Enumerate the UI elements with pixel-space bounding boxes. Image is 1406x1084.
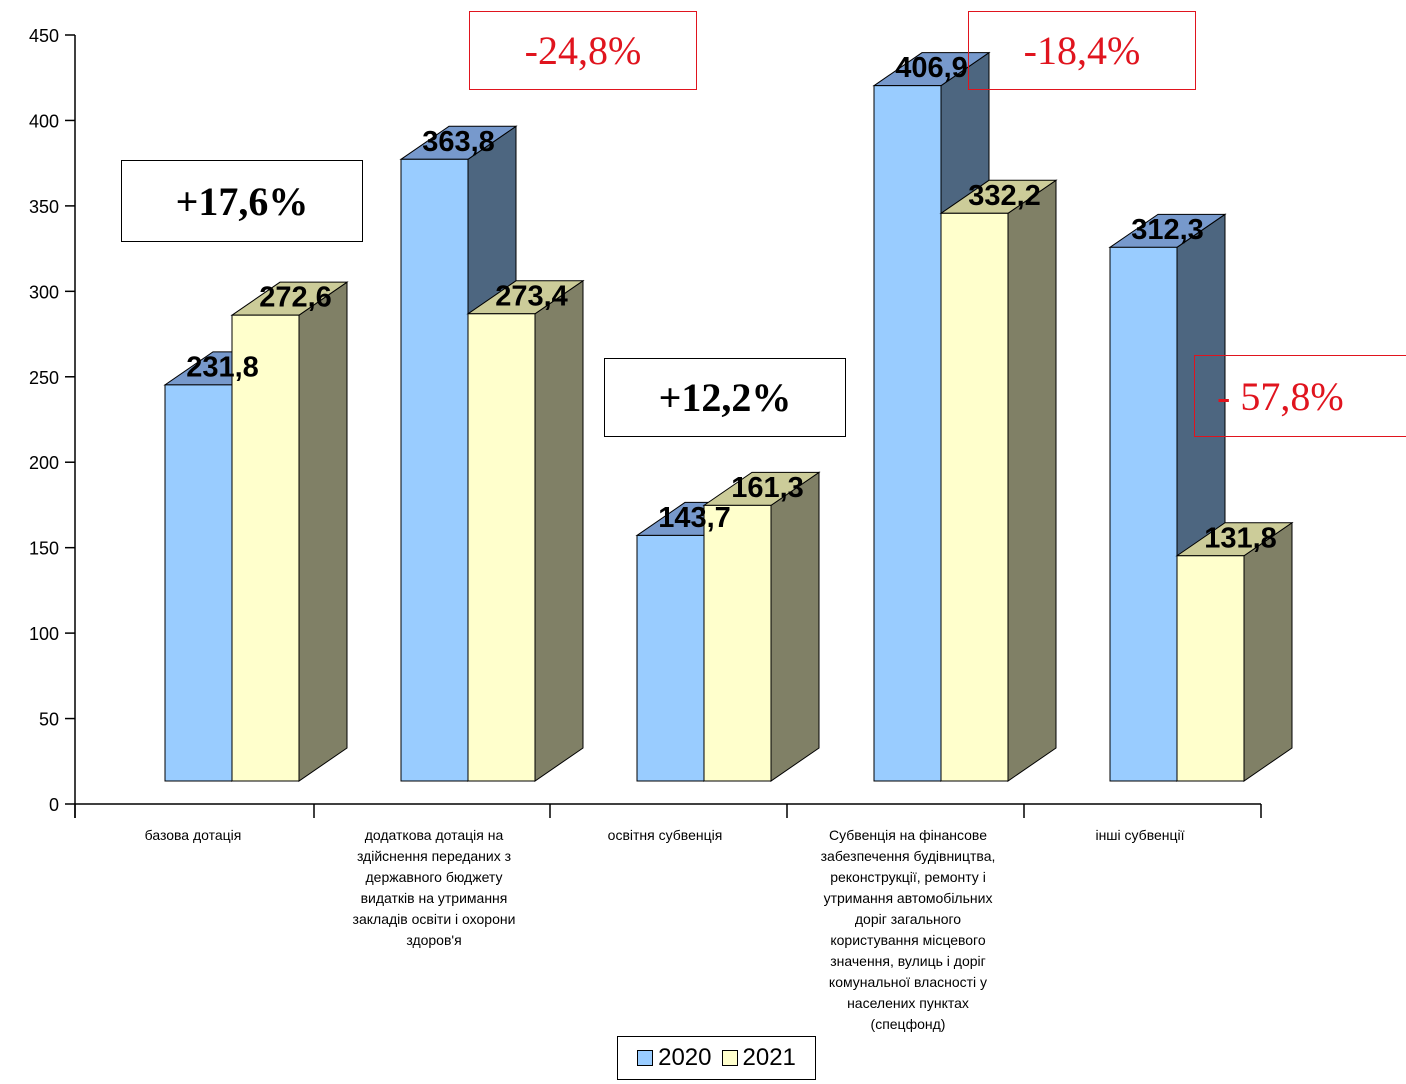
- bar-2021: [939, 179, 1058, 782]
- legend-item-2020: 2020: [637, 1044, 712, 1072]
- y-tick-label: 50: [39, 710, 59, 730]
- category-label: базова дотація: [75, 825, 311, 846]
- bar-front-face: [703, 504, 772, 782]
- category-label-line: інші субвенції: [1095, 827, 1185, 843]
- category-label-line: забезпечення будівництва,: [820, 848, 996, 864]
- data-label-2020: 231,8: [186, 351, 259, 383]
- bar-front-face: [400, 158, 469, 782]
- category-label-line: населених пунктах: [847, 995, 969, 1011]
- y-tick-label: 200: [29, 453, 59, 473]
- category-label-line: реконструкції, ремонту і: [830, 869, 986, 885]
- y-tick-label: 0: [49, 795, 59, 815]
- category-label: додаткова дотація на здійснення переданих…: [316, 825, 552, 951]
- annotation-base-subsidy: +17,6%: [121, 160, 363, 242]
- legend-label-2020: 2020: [658, 1044, 712, 1071]
- category-label-line: (спецфонд): [870, 1016, 946, 1032]
- category-label-line: освітня субвенція: [607, 827, 723, 843]
- category-label-line: додаткова дотація на: [364, 827, 504, 843]
- data-label-2020: 406,9: [895, 52, 968, 84]
- data-label-2021: 272,6: [259, 282, 332, 314]
- bars: [163, 51, 1294, 782]
- category-label-line: державного бюджету: [365, 869, 503, 885]
- annotation-other-subventions: - 57,8%: [1194, 355, 1406, 437]
- legend-label-2021: 2021: [742, 1044, 796, 1071]
- bar-side-face: [534, 279, 584, 782]
- annotation-education-subvention: +12,2%: [604, 358, 846, 437]
- category-label-line: видатків на утримання: [360, 890, 508, 906]
- annotation-roads-subvention: -18,4%: [968, 11, 1196, 90]
- category-label: освітня субвенція: [547, 825, 783, 846]
- bar-side-face: [1243, 521, 1293, 782]
- data-label-2020: 363,8: [422, 126, 495, 158]
- category-label-line: користування місцевого: [830, 932, 986, 948]
- legend-item-2021: 2021: [721, 1044, 796, 1072]
- bar-2021: [466, 279, 585, 782]
- y-tick-label: 350: [29, 197, 59, 217]
- category-label-line: комунальної власності у: [828, 974, 988, 990]
- y-tick-label: 300: [29, 282, 59, 302]
- bar-2021: [702, 471, 821, 782]
- category-label-line: утримання автомобільних: [823, 890, 993, 906]
- bar-front-face: [164, 384, 233, 782]
- bar-side-face: [298, 281, 348, 782]
- y-tick-label: 100: [29, 624, 59, 644]
- category-label-line: Субвенція на фінансове: [829, 827, 987, 843]
- legend-swatch-2021: [721, 1050, 738, 1066]
- legend-swatch-2020: [637, 1050, 654, 1066]
- bar-2021: [1175, 521, 1294, 782]
- category-label-line: здоров'я: [406, 932, 462, 948]
- data-label-2021: 161,3: [731, 472, 804, 504]
- data-label-2020: 312,3: [1131, 214, 1204, 246]
- bar-side-face: [1007, 179, 1057, 782]
- bar-front-face: [940, 212, 1009, 782]
- y-tick-label: 250: [29, 368, 59, 388]
- data-label-2021: 273,4: [495, 280, 568, 312]
- category-label-line: закладів освіти і охорони: [352, 911, 516, 927]
- category-label-line: здійснення переданих з: [356, 848, 512, 864]
- category-label-line: значення, вулиць і доріг: [830, 953, 986, 969]
- y-tick-label: 400: [29, 111, 59, 131]
- y-tick-label: 150: [29, 539, 59, 559]
- bar-front-face: [1176, 555, 1245, 782]
- y-tick-label: 450: [29, 26, 59, 46]
- bar-front-face: [1109, 246, 1178, 782]
- bar-front-face: [636, 534, 705, 782]
- legend: 2020 2021: [617, 1036, 816, 1080]
- bar-front-face: [231, 314, 300, 782]
- data-label-2021: 332,2: [968, 180, 1041, 212]
- bar-front-face: [873, 85, 942, 782]
- category-label-line: базова дотація: [144, 827, 242, 843]
- y-axis: 0 50 100 150 200 250 300 350 400 450: [29, 26, 1262, 818]
- category-label: Субвенція на фінансове забезпечення будів…: [790, 825, 1026, 1035]
- category-label-line: доріг загального: [854, 911, 962, 927]
- data-label-2021: 131,8: [1204, 522, 1277, 554]
- annotation-additional-subsidy: -24,8%: [469, 11, 697, 90]
- category-label: інші субвенції: [1022, 825, 1258, 846]
- bar-2021: [230, 281, 349, 782]
- bar-side-face: [770, 471, 820, 782]
- bar-front-face: [467, 313, 536, 782]
- data-label-2020: 143,7: [658, 502, 731, 534]
